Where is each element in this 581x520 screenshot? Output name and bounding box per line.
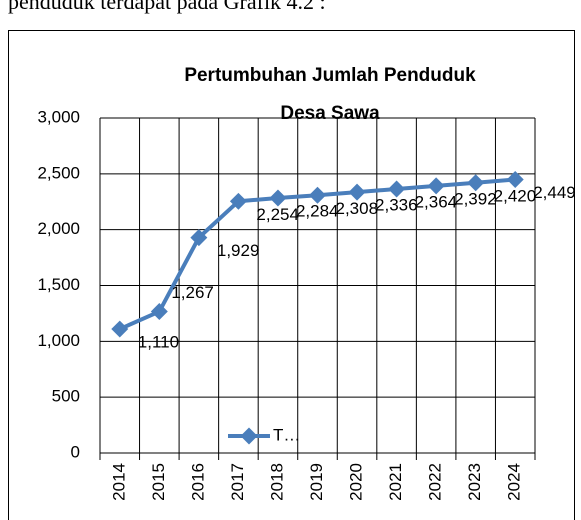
y-tick-label: 500 xyxy=(52,387,80,406)
data-point xyxy=(269,189,287,207)
y-tick-label: 2,000 xyxy=(37,219,80,238)
data-label: 2,392 xyxy=(454,189,497,208)
chart-frame xyxy=(8,30,575,520)
x-tick-label: 2024 xyxy=(505,463,524,501)
x-tick-label: 2015 xyxy=(149,463,168,501)
x-tick-label: 2016 xyxy=(188,463,207,501)
data-point xyxy=(467,174,485,192)
y-tick-label: 3,000 xyxy=(37,107,80,126)
data-label: 2,449 xyxy=(533,183,576,202)
legend-label: T… xyxy=(273,425,300,444)
caption: penduduk terdapat pada Grafik 4.2 : xyxy=(8,0,326,14)
chart-title: Pertumbuhan Jumlah Penduduk xyxy=(184,65,476,86)
data-label: 2,420 xyxy=(494,186,537,205)
data-point xyxy=(111,320,129,338)
data-label: 1,267 xyxy=(171,283,214,302)
data-point xyxy=(229,192,247,210)
x-tick-label: 2019 xyxy=(307,463,326,501)
y-tick-label: 1,000 xyxy=(37,331,80,350)
x-tick-label: 2018 xyxy=(267,463,286,501)
data-label: 1,929 xyxy=(217,241,260,260)
x-tick-label: 2020 xyxy=(347,463,366,501)
data-point xyxy=(388,180,406,198)
data-label: 2,254 xyxy=(256,205,299,224)
x-tick-label: 2021 xyxy=(386,463,405,501)
chart-title: Desa Sawa xyxy=(280,103,380,124)
data-point xyxy=(506,171,524,189)
y-tick-label: 1,500 xyxy=(37,275,80,294)
y-tick-label: 2,500 xyxy=(37,163,80,182)
data-point xyxy=(348,183,366,201)
data-point xyxy=(309,186,326,204)
data-label: 2,364 xyxy=(415,193,458,212)
x-tick-label: 2014 xyxy=(109,463,128,501)
x-tick-label: 2022 xyxy=(426,463,445,501)
data-label: 2,284 xyxy=(296,201,339,220)
data-point xyxy=(427,177,445,195)
data-label: 2,336 xyxy=(375,196,418,215)
data-point xyxy=(150,303,168,321)
legend-marker xyxy=(240,427,258,445)
x-tick-label: 2023 xyxy=(465,463,484,501)
x-tick-label: 2017 xyxy=(228,463,247,501)
data-label: 1,110 xyxy=(138,333,179,352)
data-point xyxy=(190,229,208,247)
y-tick-label: 0 xyxy=(71,442,80,461)
data-label: 2,308 xyxy=(336,199,379,218)
